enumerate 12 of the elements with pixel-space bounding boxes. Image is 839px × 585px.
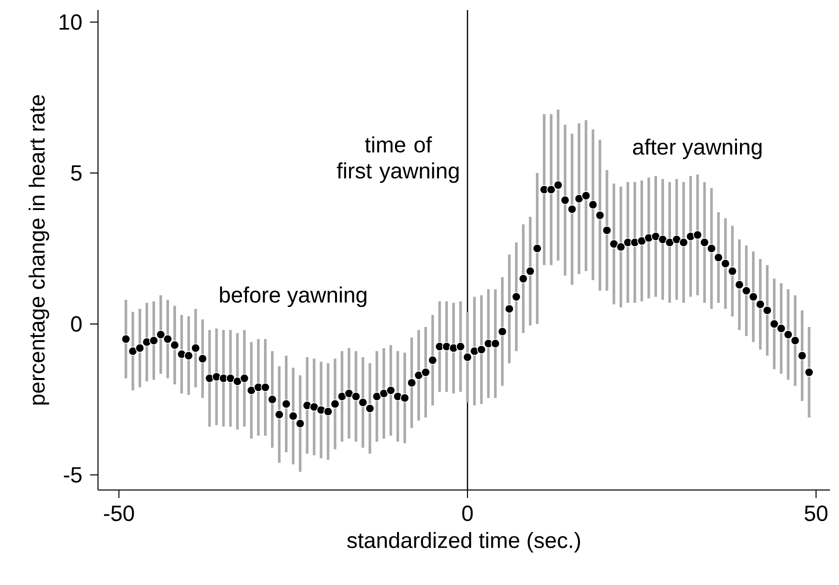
ref-line-label: time of first yawning [336,136,459,183]
y-tick-label: 10 [60,14,82,30]
annotation: before yawning [220,286,366,308]
y-tick-label: 5 [71,165,82,181]
x-tick-label: 0 [462,506,473,522]
x-tick-label: -50 [104,506,134,522]
y-tick-label: 0 [71,316,82,332]
y-tick-label: -5 [64,467,82,483]
annotation: after yawning [633,138,762,160]
x-tick-label: 50 [804,506,828,522]
y-axis-title: percentage change in heart rate [28,95,50,405]
x-axis-title: standardized time (sec.) [347,532,580,552]
